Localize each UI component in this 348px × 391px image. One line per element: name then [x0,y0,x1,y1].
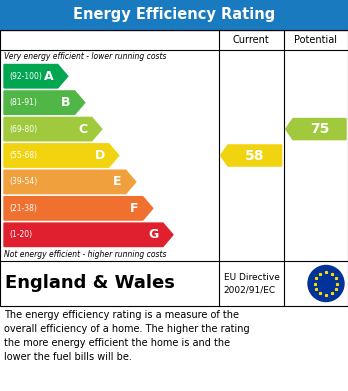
Text: E: E [113,176,122,188]
Polygon shape [4,117,102,141]
Text: The energy efficiency rating is a measure of the
overall efficiency of a home. T: The energy efficiency rating is a measur… [4,310,250,362]
Bar [0,30,348,306]
Bar [0,261,348,306]
Text: (21-38): (21-38) [9,204,37,213]
Text: Not energy efficient - higher running costs: Not energy efficient - higher running co… [4,250,166,259]
Text: Potential: Potential [294,35,337,45]
Text: 58: 58 [245,149,264,163]
Text: (81-91): (81-91) [9,98,37,107]
Text: B: B [61,96,71,109]
Polygon shape [4,223,173,246]
Polygon shape [4,65,68,88]
Text: Energy Efficiency Rating: Energy Efficiency Rating [73,7,275,23]
Polygon shape [4,170,136,194]
Text: (1-20): (1-20) [9,230,32,239]
Text: G: G [149,228,159,241]
Polygon shape [286,118,346,140]
Polygon shape [4,197,153,220]
Circle shape [308,265,344,301]
Text: Very energy efficient - lower running costs: Very energy efficient - lower running co… [4,52,166,61]
Text: EU Directive
2002/91/EC: EU Directive 2002/91/EC [223,273,279,294]
Text: (39-54): (39-54) [9,178,37,187]
Text: England & Wales: England & Wales [5,274,175,292]
Text: A: A [44,70,54,83]
Polygon shape [4,144,119,167]
Text: C: C [79,122,88,136]
Bar [0,0,348,30]
Text: (55-68): (55-68) [9,151,37,160]
Text: Current: Current [233,35,269,45]
Text: F: F [130,202,139,215]
Text: (69-80): (69-80) [9,125,37,134]
Text: D: D [95,149,105,162]
Text: (92-100): (92-100) [9,72,42,81]
Polygon shape [4,91,85,114]
Polygon shape [221,145,282,166]
Text: 75: 75 [310,122,329,136]
